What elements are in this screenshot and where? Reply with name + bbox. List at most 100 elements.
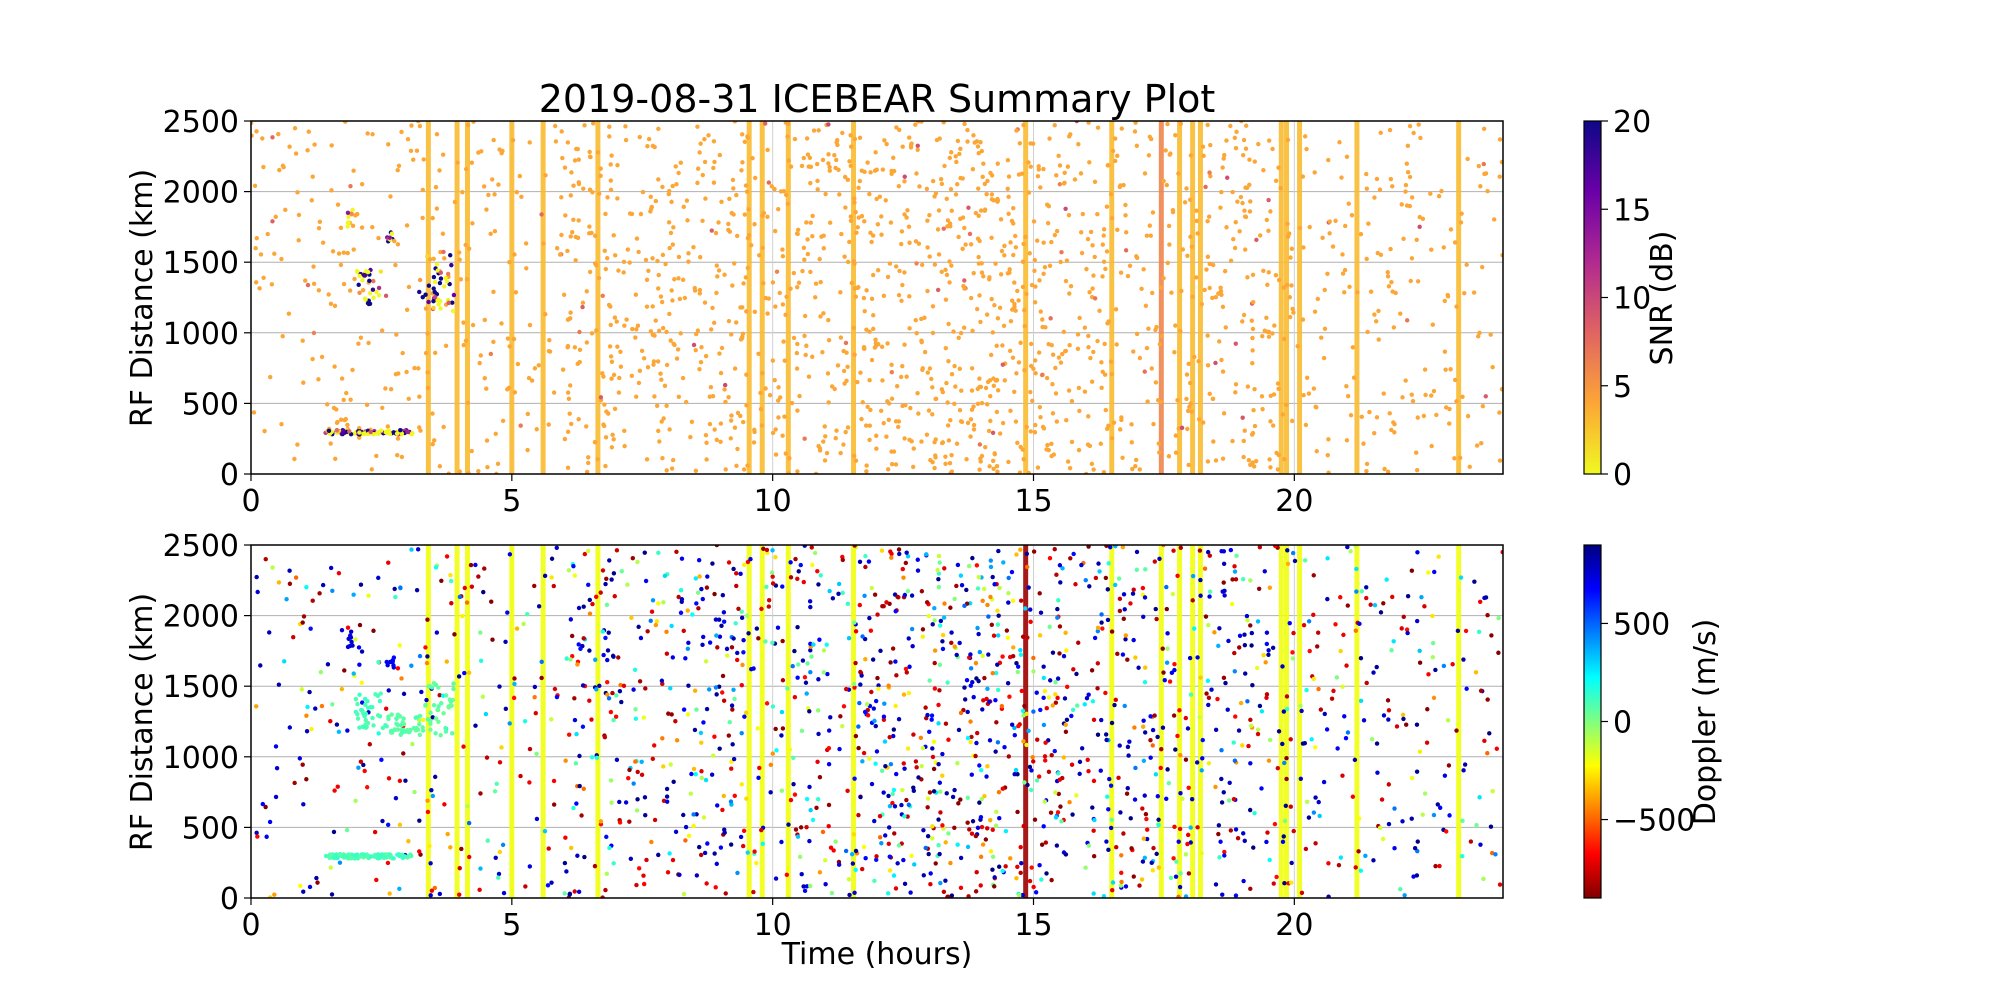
top-point [1429,393,1434,398]
top-point [726,395,731,400]
top-y-tick-label: 1000 [163,317,239,352]
bottom-point [915,557,920,562]
bottom-point [601,652,606,658]
top-point [1022,308,1027,313]
bottom-point [370,715,375,721]
top-point [565,248,570,254]
bottom-point [985,686,990,691]
top-point [438,270,443,275]
bottom-point [1104,737,1109,743]
top-point [1303,422,1309,428]
top-point [711,320,717,325]
bottom-point [1377,825,1383,830]
top-point [328,301,334,307]
bottom-point [891,727,897,732]
top-point [824,450,830,456]
top-point [960,246,965,252]
top-point [1202,287,1207,293]
top-point [660,184,665,190]
top-point [427,257,433,262]
top-point [919,338,924,343]
bottom-point [1076,640,1081,645]
bottom-point [1119,879,1124,885]
top-point [1404,161,1409,166]
bottom-point [284,597,289,602]
bottom-point [1003,828,1009,834]
bottom-point [770,581,776,586]
bottom-point [849,851,855,857]
bottom-point [423,703,428,708]
top-point [1458,220,1464,225]
bottom-point [699,586,704,592]
top-point [953,384,958,389]
bottom-point [980,653,985,658]
top-point [977,293,982,298]
bottom-point [996,864,1002,869]
bottom-point [763,639,768,644]
bottom-point [635,559,640,565]
bottom-point [554,694,560,700]
top-point [387,431,393,437]
top-point [576,180,581,185]
bottom-point [397,886,402,892]
top-point [676,276,681,281]
bottom-point [1251,845,1256,850]
top-point [1301,245,1306,250]
top-point [349,211,354,216]
top-point [551,390,557,395]
top-point [939,269,944,275]
top-point [499,321,504,326]
bottom-point [445,831,450,837]
bottom-point [1185,726,1191,731]
bottom-point [739,615,745,621]
bottom-point [392,727,397,732]
bottom-point [1103,575,1109,581]
bottom-point [733,621,738,626]
bottom-point [396,852,401,857]
bottom-point [464,600,470,605]
top-point [1407,123,1413,129]
bottom-point [974,676,979,681]
top-point [1220,165,1225,170]
bottom-point [798,825,804,830]
bottom-point [1063,630,1068,635]
top-point [616,268,621,273]
top-point [1483,171,1489,176]
top-point [1166,454,1172,459]
top-point [519,194,524,199]
bottom-point [974,869,979,875]
top-point [941,226,946,231]
bottom-point [995,740,1001,745]
top-point [927,212,932,218]
bottom-point [1354,589,1359,594]
bottom-point [1288,804,1293,809]
bottom-point [1243,671,1248,676]
bottom-x-tick-label: 0 [241,908,260,943]
bottom-point [1015,809,1020,815]
top-point [417,425,422,430]
top-point [1173,323,1178,328]
top-point [987,464,992,469]
top-point [1046,447,1051,453]
top-point [495,461,501,467]
top-point [295,190,300,195]
bottom-point [450,697,455,703]
bottom-point [836,591,841,596]
top-point [1153,327,1158,333]
top-point [469,160,475,165]
bottom-point [638,635,644,641]
bottom-point [1216,643,1221,649]
bottom-point [840,557,845,563]
top-point [853,458,859,463]
bottom-point [1027,764,1033,770]
top-point [1056,153,1061,159]
top-point [660,325,666,331]
bottom-point [779,733,784,738]
bottom-point [1444,829,1449,834]
top-point [845,259,851,265]
top-point [485,465,490,470]
top-point [1007,267,1012,272]
top-point [719,199,724,205]
top-point [554,245,560,251]
bottom-x-tick-label: 5 [502,908,521,943]
